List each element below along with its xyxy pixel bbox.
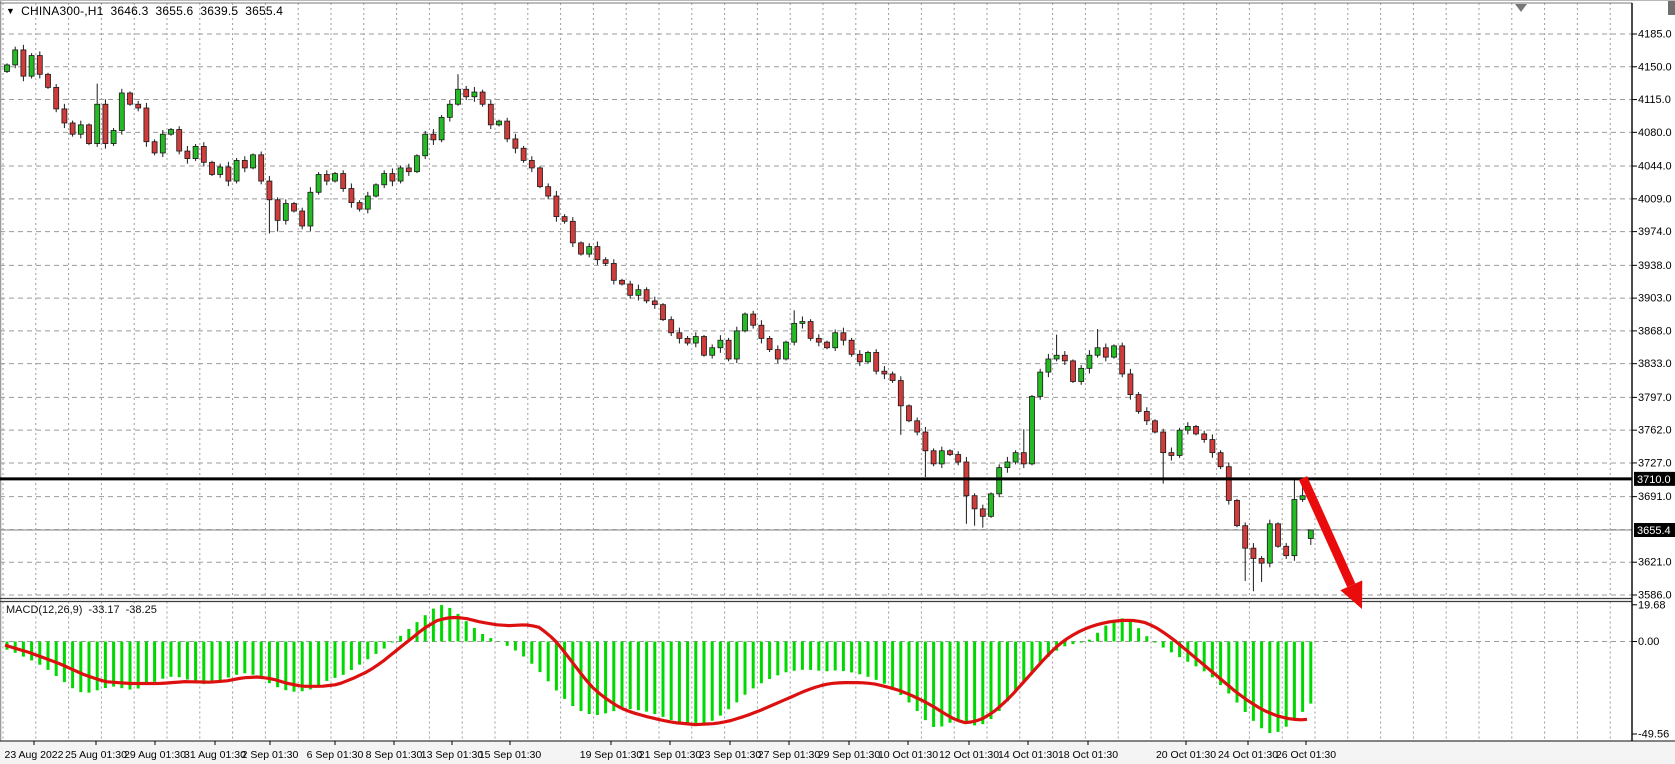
price-axis[interactable]: 4185.0 4150.0 4115.0 4080.0 4044.0 4009.0 3974… [1632,29,1675,602]
svg-text:3903.0: 3903.0 [1638,293,1672,305]
svg-text:3938.0: 3938.0 [1638,260,1672,272]
svg-text:3655.4: 3655.4 [1637,525,1671,537]
svg-text:12 Oct 01:30: 12 Oct 01:30 [939,749,999,761]
svg-text:18 Oct 01:30: 18 Oct 01:30 [1058,749,1118,761]
svg-text:4044.0: 4044.0 [1638,161,1672,173]
svg-text:29 Aug 01:30: 29 Aug 01:30 [124,749,186,761]
ohlc-high-value: 3655.6 [155,4,194,18]
chart-backgrounds [0,741,1675,764]
chart-header: ▼ CHINA300-,H1 3646.3 3655.6 3639.5 3655.4 [6,4,290,18]
window-frame-left-highlight [1,1,2,764]
svg-text:3691.0: 3691.0 [1638,491,1672,503]
svg-text:6 Sep 01:30: 6 Sep 01:30 [307,749,364,761]
svg-text:4150.0: 4150.0 [1638,61,1672,73]
svg-text:4009.0: 4009.0 [1638,193,1672,205]
svg-text:4080.0: 4080.0 [1638,127,1672,139]
svg-text:25 Aug 01:30: 25 Aug 01:30 [65,749,127,761]
svg-text:20 Oct 01:30: 20 Oct 01:30 [1156,749,1216,761]
svg-text:23 Sep 01:30: 23 Sep 01:30 [699,749,762,761]
symbol-dropdown-icon[interactable]: ▼ [6,6,16,16]
svg-text:8 Sep 01:30: 8 Sep 01:30 [366,749,423,761]
macd-signal-line [4,615,1308,727]
svg-text:3868.0: 3868.0 [1638,325,1672,337]
macd-signal-value: -38.25 [125,604,157,616]
svg-text:3762.0: 3762.0 [1638,425,1672,437]
svg-text:31 Aug 01:30: 31 Aug 01:30 [184,749,246,761]
svg-text:19.68: 19.68 [1638,599,1666,611]
svg-text:13 Sep 01:30: 13 Sep 01:30 [421,749,484,761]
svg-text:23 Aug 2022: 23 Aug 2022 [5,749,64,761]
svg-text:-49.56: -49.56 [1638,729,1669,741]
window-frame-left [0,1,1,764]
ohlc-open-value: 3646.3 [110,4,149,18]
down-arrow-annotation[interactable] [1298,476,1363,609]
svg-text:3974.0: 3974.0 [1638,226,1672,238]
pane-splitter[interactable] [0,598,1632,602]
svg-text:14 Oct 01:30: 14 Oct 01:30 [998,749,1058,761]
current-price-tag: 3655.4 [1634,523,1675,538]
svg-text:3727.0: 3727.0 [1638,457,1672,469]
svg-text:21 Sep 01:30: 21 Sep 01:30 [639,749,702,761]
ohlc-close-value: 3655.4 [245,4,284,18]
macd-axis[interactable]: 19.68 0.00 -49.56 [1632,599,1669,741]
svg-text:19 Sep 01:30: 19 Sep 01:30 [580,749,643,761]
svg-text:2 Sep 01:30: 2 Sep 01:30 [242,749,299,761]
svg-text:4115.0: 4115.0 [1638,94,1671,106]
svg-text:3586.0: 3586.0 [1638,590,1672,602]
svg-text:3797.0: 3797.0 [1638,392,1672,404]
svg-text:0.00: 0.00 [1638,636,1659,648]
svg-text:26 Oct 01:30: 26 Oct 01:30 [1276,749,1336,761]
macd-layer [4,605,1313,733]
pane-borders [0,2,1675,742]
svg-text:24 Oct 01:30: 24 Oct 01:30 [1218,749,1278,761]
svg-text:3833.0: 3833.0 [1638,358,1672,370]
candles-layer [4,44,1314,592]
svg-text:10 Oct 01:30: 10 Oct 01:30 [878,749,938,761]
macd-indicator-label: MACD(12,26,9) -33.17 -38.25 [6,604,163,616]
ohlc-low-value: 3639.5 [200,4,239,18]
svg-text:27 Sep 01:30: 27 Sep 01:30 [758,749,821,761]
svg-text:3710.0: 3710.0 [1637,474,1671,486]
symbol-period-label: CHINA300-,H1 [21,4,104,18]
hline-price-tag: 3710.0 [1634,471,1675,486]
svg-text:15 Sep 01:30: 15 Sep 01:30 [479,749,542,761]
svg-text:3621.0: 3621.0 [1638,557,1672,569]
grid-layer [0,3,1632,741]
chart-shift-marker[interactable] [1515,4,1527,12]
macd-name-label: MACD(12,26,9) [6,604,83,616]
macd-main-value: -33.17 [88,604,120,616]
svg-text:4185.0: 4185.0 [1638,29,1672,41]
svg-text:29 Sep 01:30: 29 Sep 01:30 [818,749,881,761]
window-chrome-block [1668,1,1675,15]
